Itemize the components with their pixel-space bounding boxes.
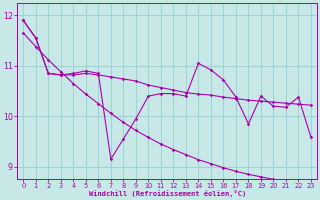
X-axis label: Windchill (Refroidissement éolien,°C): Windchill (Refroidissement éolien,°C)	[89, 190, 246, 197]
